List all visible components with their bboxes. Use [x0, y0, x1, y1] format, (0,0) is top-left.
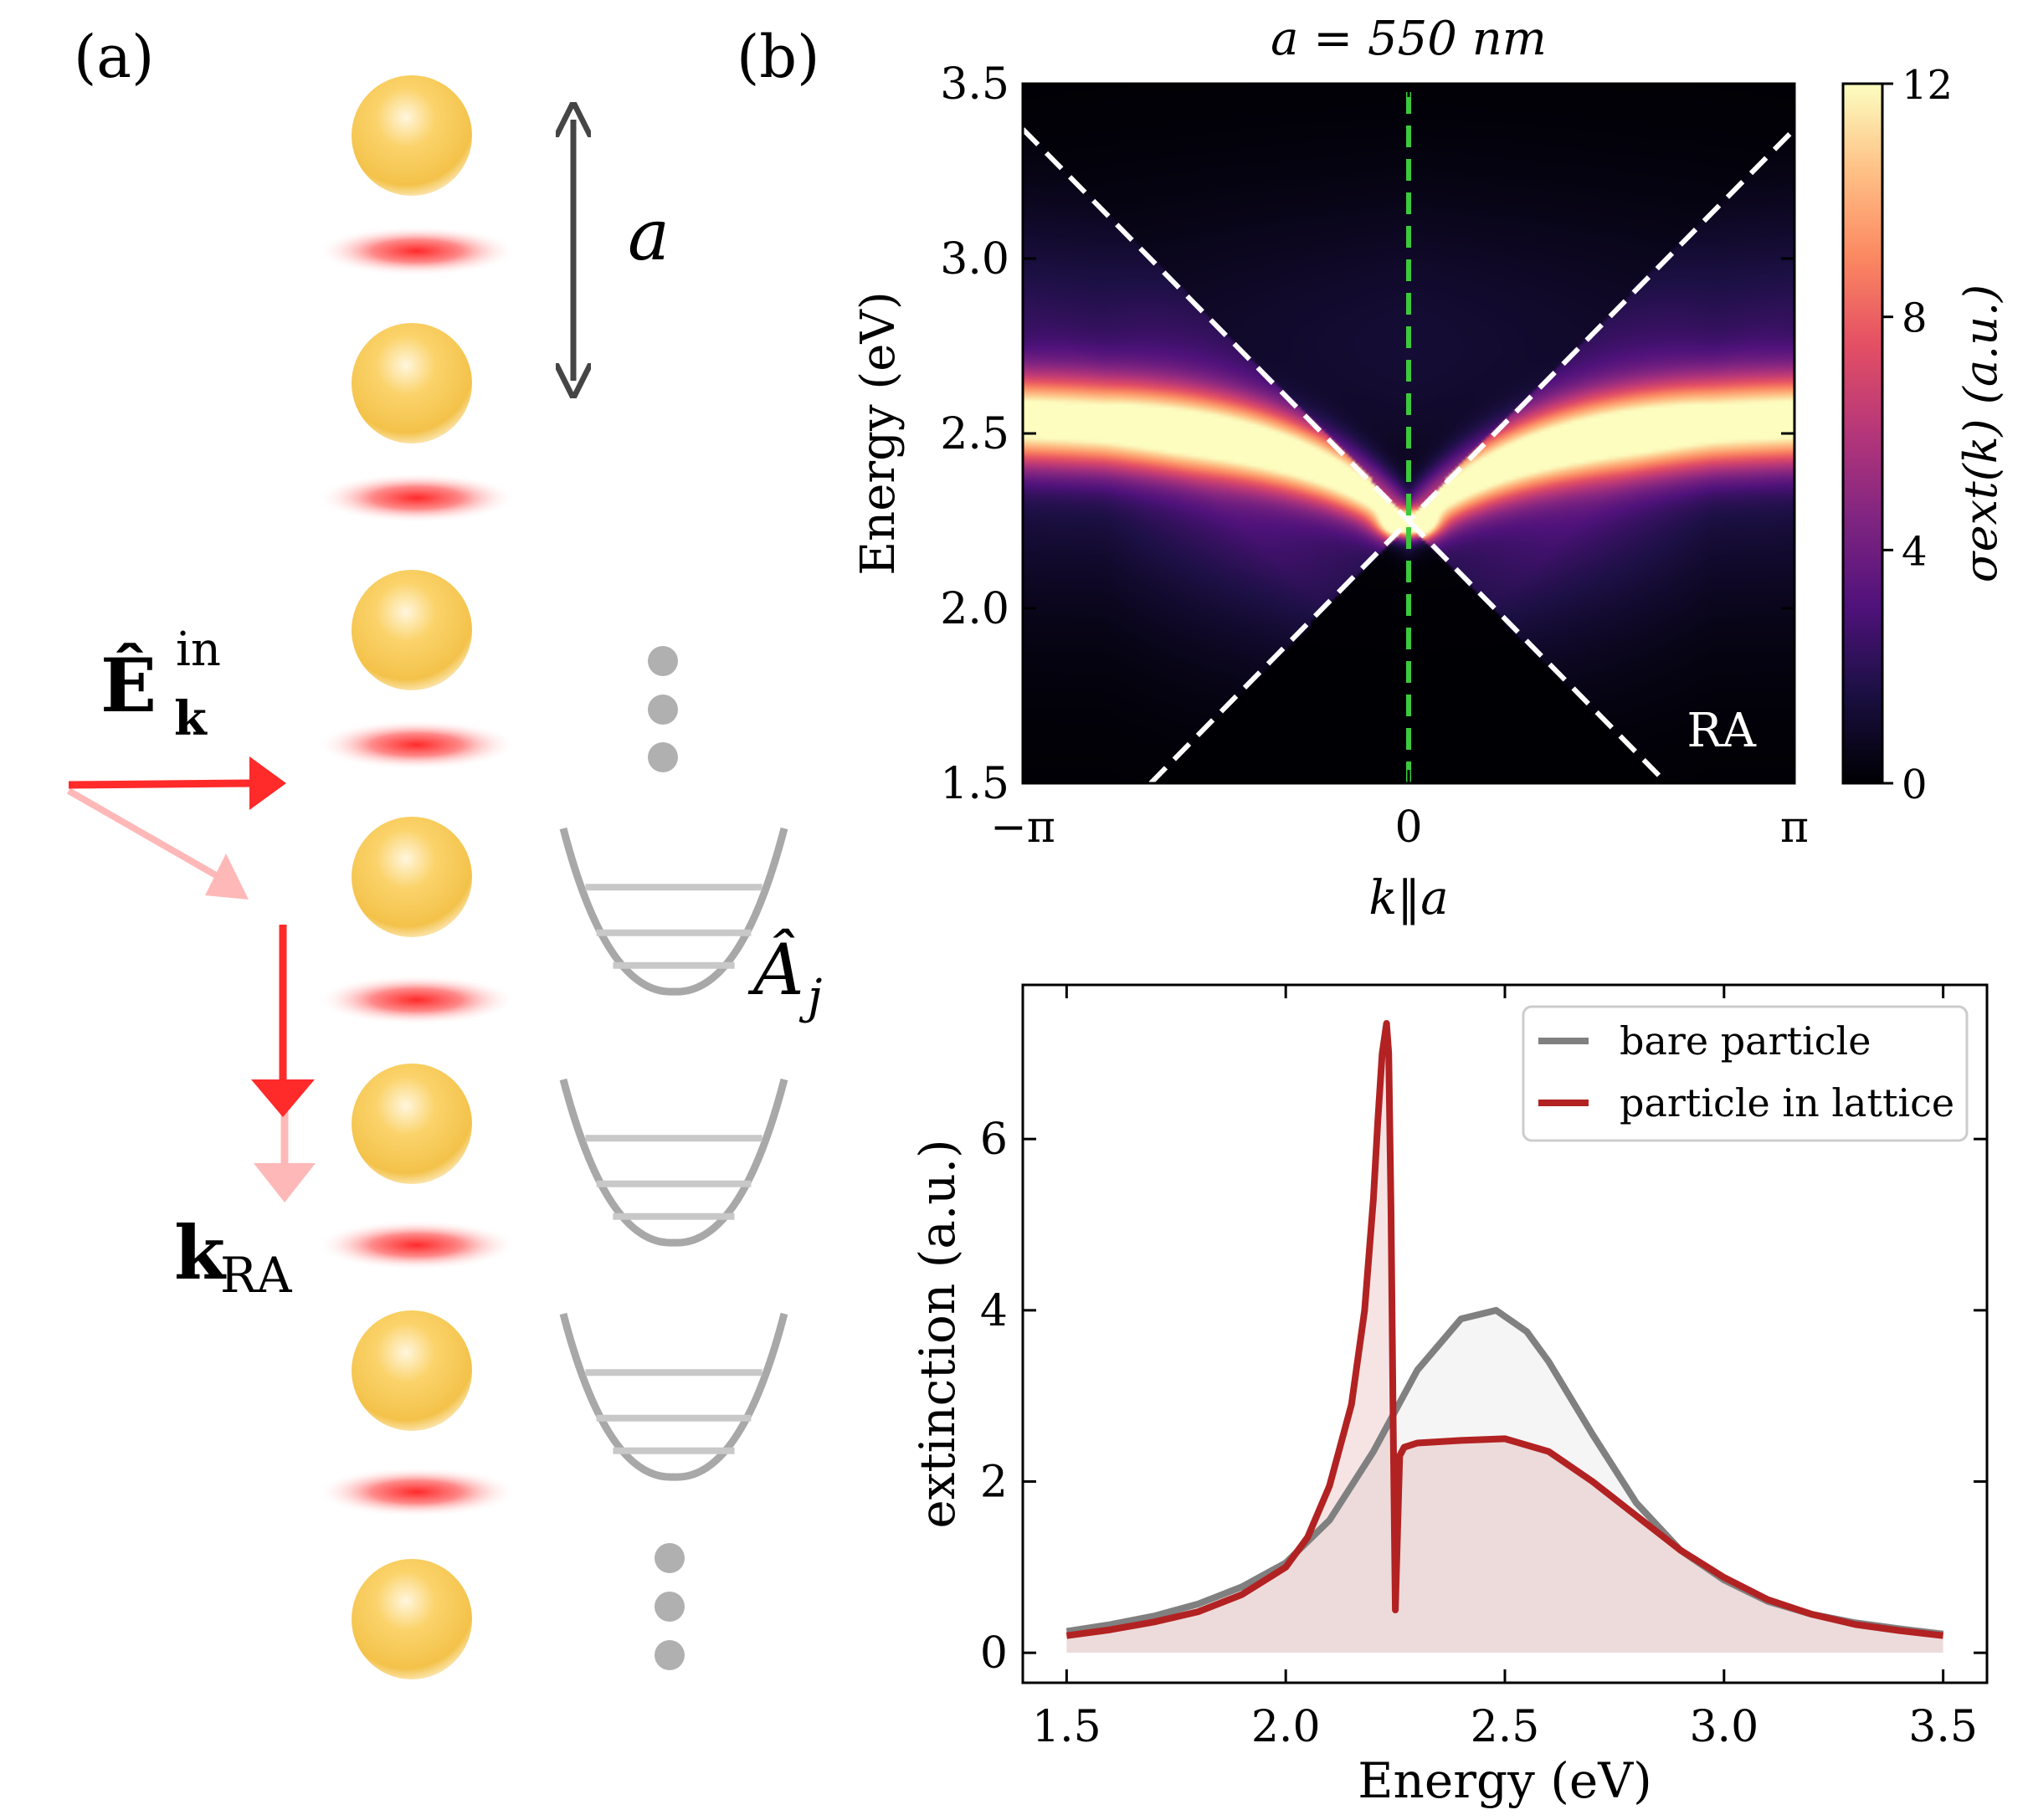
ra-wavevector-sub: RA — [220, 1247, 293, 1304]
series-fill — [1066, 1023, 1943, 1653]
field-lobe — [316, 1467, 517, 1517]
ra-arrow-main-head — [251, 1079, 315, 1117]
ellipsis-dot — [648, 742, 678, 772]
emitter-operator-symbol: Â — [747, 929, 804, 1011]
ra-wavevector-label: k RA — [174, 1209, 293, 1304]
line-ytick-label: 6 — [980, 1115, 1008, 1165]
heatmap-annotation: RA — [1687, 704, 1756, 758]
line-xlabel: Energy (eV) — [1358, 1752, 1652, 1809]
heat-ytick-label: 3.5 — [940, 59, 1009, 110]
extinction-chart: 1.5 2.0 2.5 3.0 3.5 0 2 4 6 Energy (eV) extinct… — [909, 983, 1989, 1809]
field-lobe — [316, 473, 517, 523]
dispersion-heatmap: a = 550 nm −π 0 π 1.5 2.0 2.5 3.0 3.5 RA k‖a E… — [851, 12, 2007, 925]
legend: bare particle particle in lattice — [1522, 1005, 1969, 1142]
incident-field-label: Ê k in — [100, 623, 221, 746]
emitter-potential — [559, 1078, 788, 1247]
heat-ytick-label: 3.0 — [940, 234, 1009, 285]
heatmap-title: a = 550 nm — [1271, 12, 1547, 66]
incident-field-sup: in — [176, 623, 221, 677]
colorbar-tick-label: 4 — [1902, 528, 1928, 575]
nanoparticle — [352, 1064, 472, 1184]
line-ytick-label: 2 — [980, 1458, 1008, 1508]
ellipsis-dot — [655, 1592, 685, 1622]
line-ylabel: extinction (a.u.) — [909, 1139, 966, 1528]
nanoparticle — [352, 323, 472, 443]
nanoparticle — [352, 1310, 472, 1431]
quantum-emitter — [559, 827, 788, 996]
ellipsis-dot — [655, 1640, 685, 1670]
nanoparticle — [352, 570, 472, 690]
colorbar-tick-label: 8 — [1902, 295, 1928, 342]
emitter-operator-label: Â j — [747, 929, 822, 1024]
incident-arrow-main-head — [249, 756, 286, 810]
field-lobe — [316, 720, 517, 770]
overlay-line-ra- — [1148, 517, 1669, 783]
ellipsis-dot — [655, 1543, 685, 1573]
lattice-constant-label: a — [628, 194, 670, 276]
line-xtick-label: 2.5 — [1471, 1702, 1540, 1752]
incident-arrow-faint — [67, 787, 223, 882]
ellipsis-dot — [648, 695, 678, 725]
legend-box — [1522, 1005, 1969, 1142]
incident-field-sub: k — [174, 691, 208, 746]
legend-label-bare: bare particle — [1620, 1018, 1871, 1064]
incident-arrow-faint-head — [205, 854, 249, 900]
line-xtick-label: 3.5 — [1908, 1702, 1978, 1752]
line-xtick-label: 2.0 — [1251, 1702, 1321, 1752]
heat-ytick-label: 1.5 — [940, 759, 1009, 809]
quantum-emitter — [559, 1078, 788, 1247]
ellipsis-bottom — [655, 1543, 685, 1670]
line-ytick-label: 0 — [980, 1628, 1008, 1679]
emitter-potential — [559, 827, 788, 996]
ellipsis-top — [648, 646, 678, 772]
legend-label-lattice: particle in lattice — [1620, 1080, 1954, 1125]
colorbar-frame — [1841, 82, 1884, 785]
heatmap-xlabel: k‖a — [1368, 871, 1448, 925]
colorbar-image — [1843, 84, 1882, 783]
incident-field-symbol: Ê — [100, 642, 157, 729]
ra-arrow-faint-head — [254, 1163, 316, 1202]
heat-xtick-label: −π — [990, 802, 1055, 853]
colorbar-tick-label: 12 — [1902, 62, 1953, 109]
line-xtick-label: 1.5 — [1032, 1702, 1101, 1752]
line-xtick-label: 3.0 — [1689, 1702, 1758, 1752]
panel-label-b: (b) — [737, 23, 819, 91]
field-lobe — [316, 226, 517, 276]
field-lobe — [316, 975, 517, 1025]
colorbar-tick-label: 0 — [1902, 761, 1928, 808]
field-lobe — [316, 1220, 517, 1270]
heat-xtick-label: π — [1780, 802, 1809, 853]
nanoparticle — [352, 817, 472, 937]
ellipsis-dot — [648, 646, 678, 676]
panel-label-a: (a) — [74, 23, 154, 91]
nanoparticle — [352, 75, 472, 196]
nanoparticle — [352, 1559, 472, 1679]
lattice-schematic: a Ê k in k RA Â j — [67, 75, 822, 1679]
colorbar-label: σext(k) (a.u.) — [1954, 285, 2007, 582]
line-ytick-label: 4 — [980, 1286, 1008, 1336]
overlay-line-ra- — [1023, 127, 1794, 525]
incident-arrow-main — [68, 779, 252, 789]
heat-ytick-label: 2.0 — [940, 584, 1009, 634]
emitter-potential — [559, 1312, 788, 1481]
heat-xtick-label: 0 — [1394, 802, 1422, 853]
series-line-particle-in-lattice — [1065, 1020, 1944, 1639]
heat-ytick-label: 2.5 — [940, 409, 1009, 459]
heatmap-ylabel: Energy (eV) — [851, 291, 906, 575]
ra-wavevector-symbol: k — [174, 1209, 227, 1296]
quantum-emitter — [559, 1312, 788, 1481]
